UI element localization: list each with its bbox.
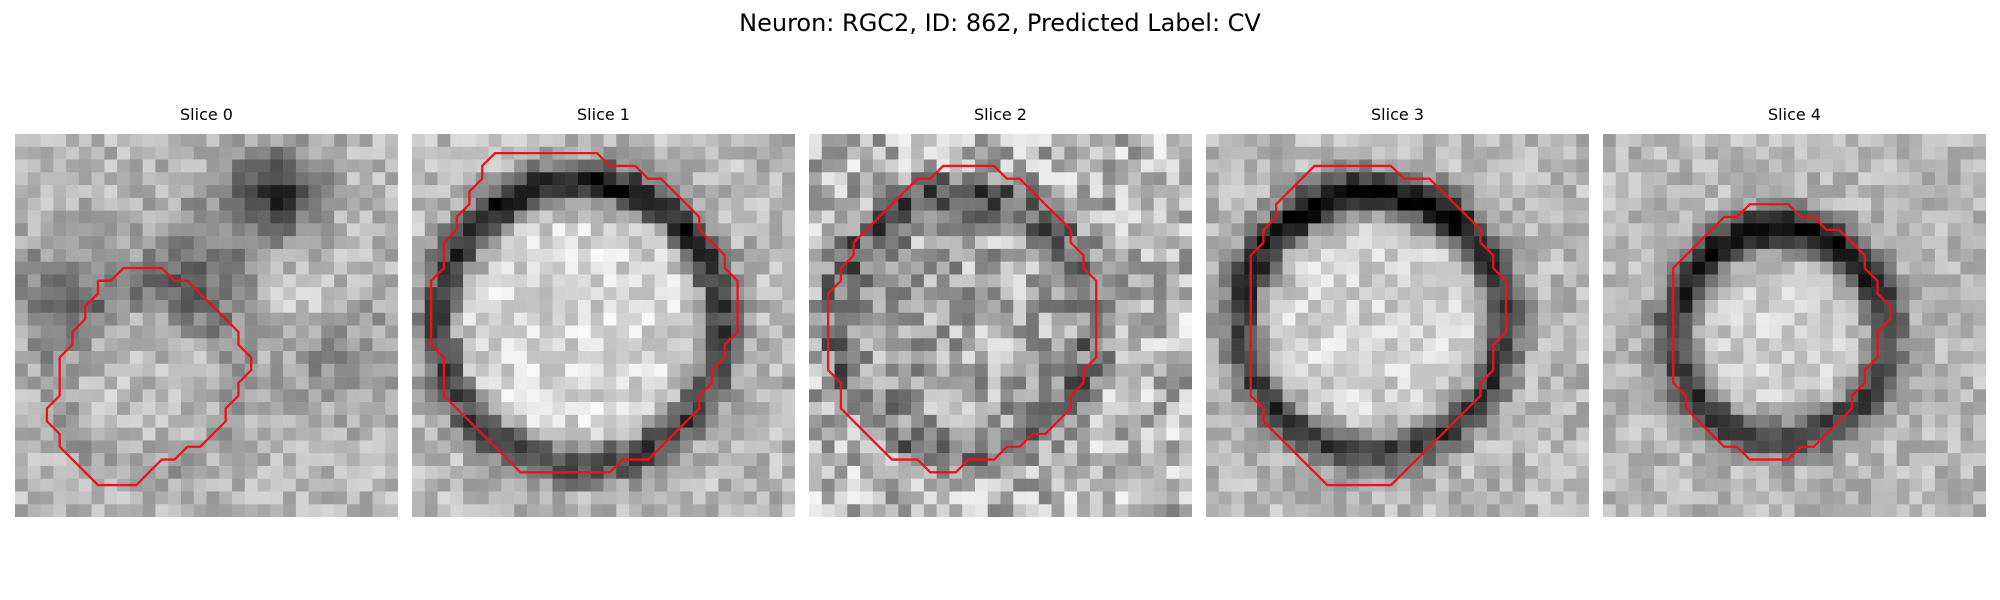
contour-outline [1249, 164, 1508, 487]
grayscale-pixels [809, 134, 1192, 517]
figure-title: Neuron: RGC2, ID: 862, Predicted Label: … [739, 9, 1261, 37]
grayscale-pixels [15, 134, 398, 517]
slice-title: Slice 0 [180, 105, 233, 124]
slice-title: Slice 2 [974, 105, 1027, 124]
contour-outline [430, 152, 739, 474]
slice-image [15, 134, 398, 517]
slice-image [1206, 134, 1589, 517]
contour-outline [1672, 203, 1892, 461]
slice-title: Slice 1 [577, 105, 630, 124]
slice-title: Slice 4 [1768, 105, 1821, 124]
slice-image [412, 134, 795, 517]
grayscale-pixels [1603, 134, 1986, 517]
slice-image [1603, 134, 1986, 517]
grayscale-pixels [412, 134, 795, 517]
grayscale-pixels [1206, 134, 1589, 517]
slice-image [809, 134, 1192, 517]
contour-outline [45, 266, 253, 487]
slice-title: Slice 3 [1371, 105, 1424, 124]
contour-outline [827, 164, 1098, 474]
